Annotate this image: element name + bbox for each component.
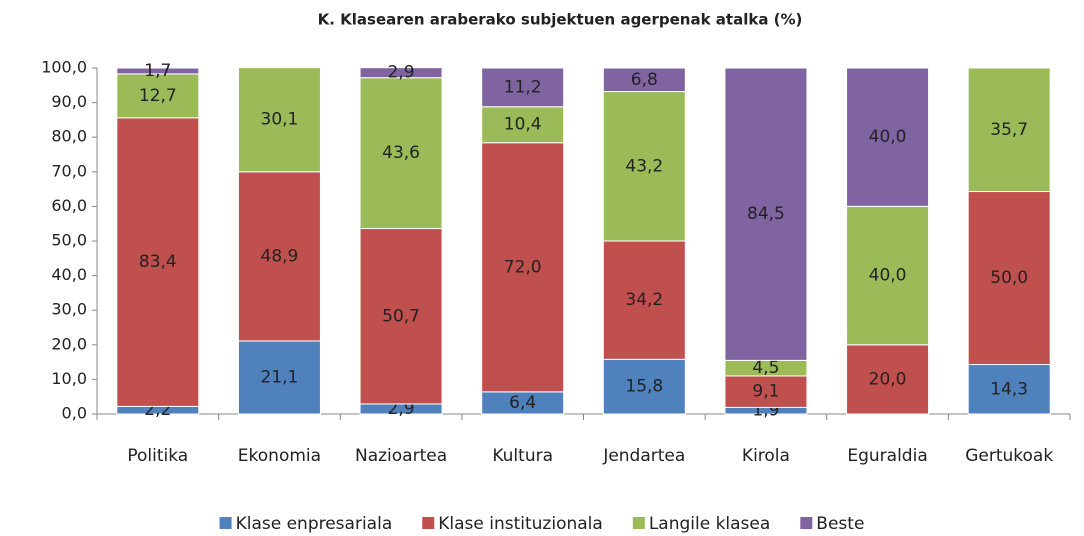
bar-segment — [359, 67, 443, 79]
data-label: 6,8 — [631, 70, 658, 90]
data-label: 9,1 — [752, 382, 779, 402]
x-tick-label: Gertukoak — [965, 446, 1053, 466]
y-tick-label: 20,0 — [51, 334, 87, 353]
data-label: 20,0 — [869, 369, 907, 389]
x-tick-label: Kirola — [742, 446, 790, 466]
data-label: 83,4 — [139, 252, 177, 272]
data-label: 21,1 — [261, 367, 299, 387]
x-tick-label: Kultura — [492, 446, 553, 466]
data-label: 6,4 — [509, 393, 536, 413]
y-tick-label: 100,0 — [41, 58, 87, 77]
bar-segment — [724, 67, 808, 361]
bar-segment — [967, 67, 1051, 193]
y-tick-label: 50,0 — [51, 231, 87, 250]
y-tick-label: 90,0 — [51, 92, 87, 111]
bar-segment — [602, 67, 686, 93]
bar-segment — [237, 340, 321, 415]
legend-swatch — [422, 517, 435, 529]
bar-segment — [116, 67, 200, 75]
data-label: 43,2 — [625, 156, 663, 176]
bar-segment — [602, 240, 686, 360]
data-label: 4,5 — [752, 358, 779, 378]
bar-segment — [237, 171, 321, 342]
x-tick-label: Nazioartea — [355, 446, 447, 466]
bar-segment — [967, 191, 1051, 366]
data-label: 50,0 — [990, 268, 1028, 288]
y-tick-label: 30,0 — [51, 300, 87, 319]
data-label: 15,8 — [625, 377, 663, 397]
bar-segment — [846, 205, 930, 346]
bar-segment — [481, 106, 565, 144]
data-label: 12,7 — [139, 86, 177, 106]
data-label: 40,0 — [869, 127, 907, 147]
data-label: 30,1 — [261, 110, 299, 130]
legend-swatch — [219, 517, 232, 529]
bar-segment — [237, 67, 321, 173]
data-label: 40,0 — [869, 266, 907, 286]
bar-segment — [602, 358, 686, 415]
bar-segment — [116, 117, 200, 407]
bar-segment — [481, 142, 565, 393]
y-tick-label: 0,0 — [62, 404, 87, 423]
x-tick-label: Jendartea — [602, 446, 685, 466]
data-label: 72,0 — [504, 257, 542, 277]
chart-title: K. Klasearen araberako subjektuen agerpe… — [318, 11, 803, 29]
data-label: 34,2 — [625, 290, 663, 310]
data-label: 84,5 — [747, 204, 785, 224]
bar-segment — [967, 364, 1051, 415]
data-label: 43,6 — [382, 143, 420, 163]
y-tick-label: 80,0 — [51, 127, 87, 146]
bar-segment — [481, 67, 565, 108]
data-label: 14,3 — [990, 379, 1028, 399]
x-tick-label: Politika — [127, 446, 188, 466]
data-label: 1,7 — [144, 61, 171, 81]
y-tick-label: 70,0 — [51, 161, 87, 180]
legend-label: Klase instituzionala — [438, 514, 603, 534]
data-label: 2,9 — [388, 63, 415, 83]
bar-segment — [359, 228, 443, 405]
x-tick-label: Ekonomia — [238, 446, 321, 466]
bar-segment — [846, 344, 930, 415]
legend-label: Klase enpresariala — [236, 514, 393, 534]
legend-label: Langile klasea — [649, 514, 770, 534]
data-label: 11,2 — [504, 77, 542, 97]
data-label: 48,9 — [261, 246, 299, 266]
data-label: 10,4 — [504, 115, 542, 135]
y-tick-label: 10,0 — [51, 369, 87, 388]
y-tick-label: 60,0 — [51, 196, 87, 215]
y-tick-label: 40,0 — [51, 265, 87, 284]
data-label: 50,7 — [382, 306, 420, 326]
bar-segment — [602, 91, 686, 242]
bar-segment — [846, 67, 930, 207]
legend-swatch — [800, 517, 813, 529]
x-tick-label: Eguraldia — [847, 446, 927, 466]
data-label: 35,7 — [990, 120, 1028, 140]
legend-swatch — [632, 517, 645, 529]
legend-label: Beste — [816, 514, 864, 534]
